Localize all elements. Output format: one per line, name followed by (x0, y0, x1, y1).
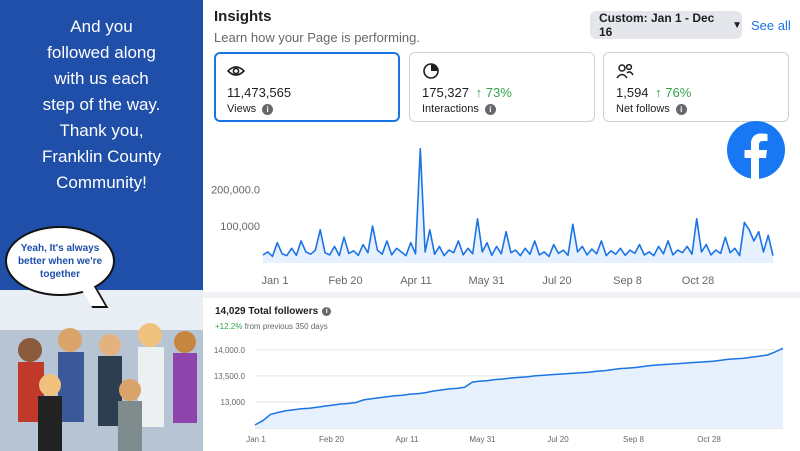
y-tick-label: 14,000.0 (214, 346, 246, 355)
speech-bubble: Yeah, It's always better when we're toge… (5, 226, 115, 296)
x-tick-label: Jan 1 (262, 275, 289, 287)
metric-value-row: 11,473,565 (227, 85, 387, 100)
x-tick-label: May 31 (468, 275, 504, 287)
followers-chart: 14,000.0 13,500.0 13,000 Jan 1 Feb 20 Apr 11… (214, 346, 784, 444)
metric-label: Net follows (616, 103, 670, 115)
metric-change: ↑ 73% (475, 85, 512, 100)
followers-total: 14,029 Total followers i (215, 306, 332, 317)
page-title: Insights (214, 8, 272, 25)
x-tick-label: Feb 20 (319, 435, 344, 444)
metric-change: ↑ 76% (655, 85, 692, 100)
metric-label: Views (227, 103, 257, 115)
speech-bubble-text: Yeah, It's always better when we're toge… (17, 242, 103, 280)
x-tick-label: Feb 20 (328, 275, 362, 287)
x-tick-label: Jul 20 (547, 435, 569, 444)
views-chart: 200,000.0 100,000 Jan 1 Feb 20 Apr 11 May 31… (211, 147, 774, 287)
caret-down-icon: ▼ (732, 19, 742, 31)
x-tick-label: Jan 1 (246, 435, 266, 444)
metric-label-row: Net follows i (616, 103, 776, 115)
x-tick-label: Sep 8 (623, 435, 644, 444)
metric-value-row: 1,594 ↑ 76% (616, 85, 776, 100)
views-area (263, 148, 773, 263)
metric-value: 1,594 (616, 85, 649, 100)
people-icon (616, 63, 634, 79)
x-tick-label: May 31 (469, 435, 496, 444)
x-tick-label: Oct 28 (697, 435, 721, 444)
x-tick-label: Oct 28 (682, 275, 714, 287)
metric-value: 175,327 (422, 85, 469, 100)
eye-icon (227, 66, 245, 76)
followers-total-label: 14,029 Total followers (215, 306, 319, 317)
info-icon[interactable]: i (262, 103, 274, 115)
info-icon[interactable]: i (322, 307, 332, 316)
metric-label-row: Interactions i (422, 103, 582, 115)
followers-change-period: from previous 350 days (244, 322, 328, 331)
info-icon[interactable]: i (675, 103, 687, 115)
followers-panel: 14,029 Total followers i +12.2% from pre… (203, 292, 800, 451)
page-subtitle: Learn how your Page is performing. (214, 30, 420, 45)
metric-card-interactions[interactable]: 175,327 ↑ 73% Interactions i (409, 52, 595, 122)
date-range-dropdown[interactable]: Custom: Jan 1 - Dec 16 ▼ (590, 11, 742, 39)
metric-card-net-follows[interactable]: 1,594 ↑ 76% Net follows i (603, 52, 789, 122)
metric-label: Interactions (422, 103, 479, 115)
followers-area (255, 348, 783, 428)
y-tick-label: 13,000 (221, 398, 246, 407)
promo-panel: And you followed along with us each step… (0, 0, 203, 451)
x-tick-label: Sep 8 (613, 275, 642, 287)
followers-change: +12.2% from previous 350 days (215, 322, 328, 331)
crowd-photo (0, 290, 203, 451)
metric-label-row: Views i (227, 103, 387, 115)
promo-message: And you followed along with us each step… (41, 17, 162, 192)
followers-line (254, 347, 784, 426)
metric-card-views[interactable]: 11,473,565 Views i (214, 52, 400, 122)
date-range-label: Custom: Jan 1 - Dec 16 (599, 11, 715, 39)
facebook-logo-icon (727, 121, 785, 180)
metric-value: 11,473,565 (227, 85, 292, 100)
metric-value-row: 175,327 ↑ 73% (422, 85, 582, 100)
y-tick-label: 100,000 (220, 221, 260, 233)
x-tick-label: Apr 11 (396, 435, 420, 444)
x-tick-label: Jul 20 (542, 275, 571, 287)
views-line (262, 147, 774, 258)
y-tick-label: 13,500.0 (214, 372, 246, 381)
x-tick-label: Apr 11 (400, 275, 432, 287)
y-tick-label: 200,000.0 (211, 184, 260, 196)
interactions-icon (423, 63, 439, 79)
see-all-link[interactable]: See all (751, 18, 791, 33)
followers-change-percent: +12.2% (215, 322, 243, 331)
info-icon[interactable]: i (484, 103, 496, 115)
